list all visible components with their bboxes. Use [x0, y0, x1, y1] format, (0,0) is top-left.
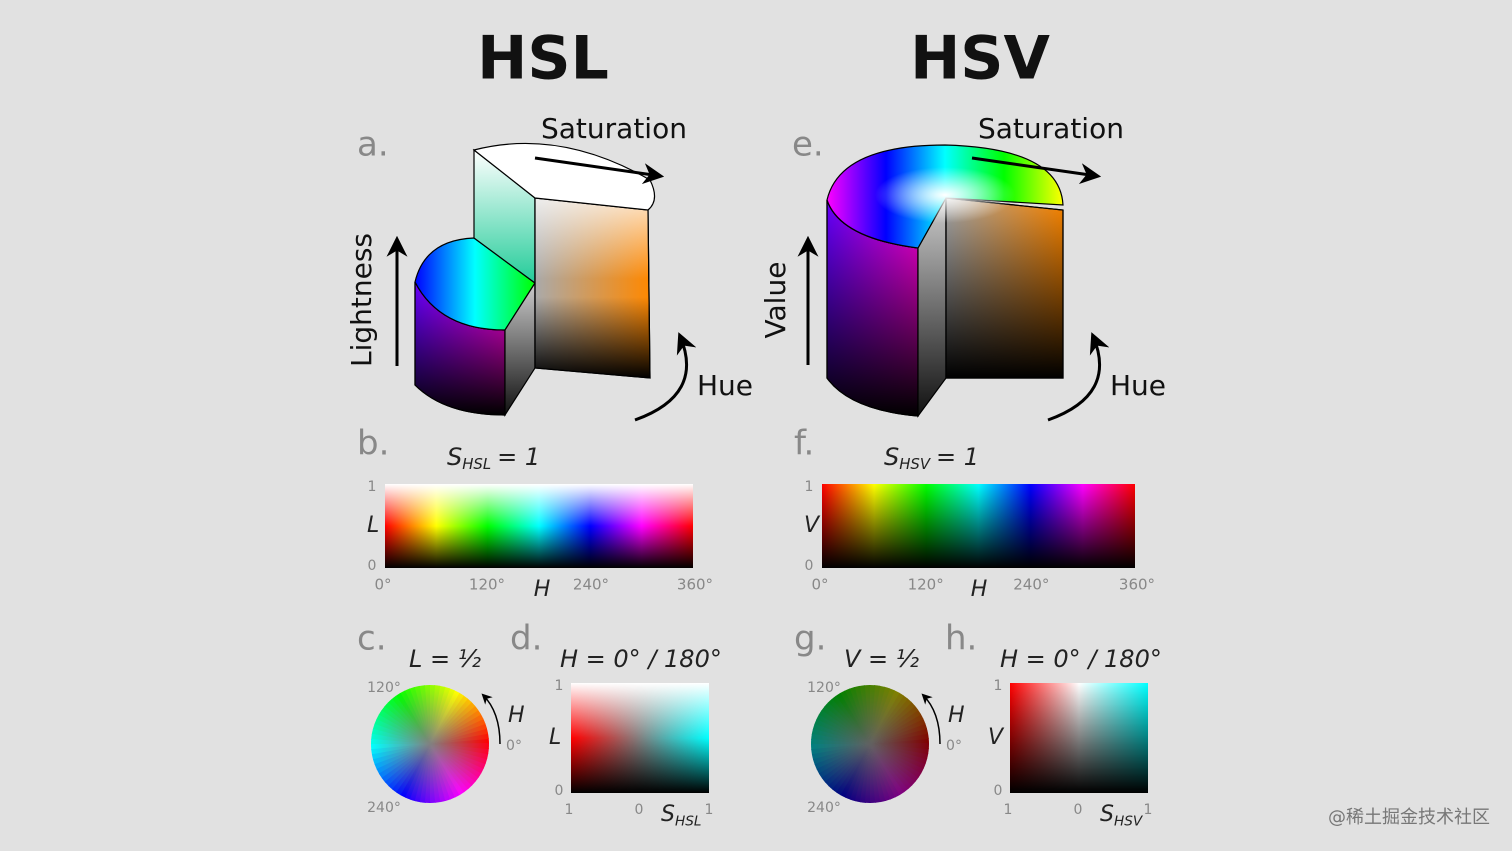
angle-label: 120° — [807, 680, 841, 696]
y-axis-label: L — [549, 725, 561, 750]
hue-axis-label: H — [508, 703, 525, 728]
panel-letter: f. — [794, 424, 814, 464]
panel-letter: g. — [794, 619, 826, 659]
panel-letter: h. — [945, 619, 977, 659]
hsl-orange-shade — [534, 197, 651, 379]
x-tick-label: 240° — [1013, 576, 1049, 594]
vertical-axis-label: Value — [759, 262, 792, 339]
symbol: S — [661, 802, 675, 827]
saturation-label: Saturation — [541, 112, 687, 145]
x-tick-label: 0 — [635, 802, 644, 818]
panel-letter: b. — [357, 424, 389, 464]
hue-arrow — [1047, 332, 1110, 422]
panel-letter: a. — [357, 125, 389, 165]
condition: L = ½ — [409, 645, 481, 673]
x-tick-label: 120° — [908, 576, 944, 594]
subscript: HSL — [675, 814, 702, 830]
x-tick-label: 1 — [1004, 802, 1013, 818]
x-tick-label: 1 — [565, 802, 574, 818]
saturation-arrow — [971, 156, 1102, 184]
hue-arrow — [634, 332, 697, 422]
y-tick-label: 0 — [994, 783, 1003, 799]
angle-label: 0° — [946, 738, 962, 754]
wheel-center — [811, 685, 929, 803]
x-tick-label: 1 — [1144, 802, 1153, 818]
subscript: HSL — [462, 455, 491, 473]
watermark: @稀土掘金技术社区 — [1328, 807, 1490, 828]
condition: SHSL = 1 — [447, 443, 540, 473]
x-tick-label: 0° — [374, 576, 391, 594]
wheel-arrow — [921, 693, 941, 745]
saturation-arrow — [534, 156, 665, 184]
angle-label: 240° — [367, 800, 401, 816]
x-tick-label: 240° — [573, 576, 609, 594]
column-title: HSL — [477, 24, 609, 94]
condition: H = 0° / 180° — [1000, 645, 1162, 673]
x-tick-label: 0° — [811, 576, 828, 594]
y-tick-label: 1 — [994, 678, 1003, 694]
x-tick-label: 360° — [677, 576, 713, 594]
y-axis-label: V — [804, 513, 821, 538]
y-tick-label: 0 — [368, 558, 377, 574]
x-axis-label: H — [971, 577, 988, 602]
x-tick-label: 0 — [1074, 802, 1083, 818]
hsv-solid — [826, 144, 1064, 418]
panel-letter: c. — [357, 619, 387, 659]
y-axis-label: L — [367, 513, 379, 538]
y-tick-label: 1 — [555, 678, 564, 694]
angle-label: 0° — [506, 738, 522, 754]
angle-label: 120° — [367, 680, 401, 696]
subscript: HSV — [899, 455, 932, 473]
hsl-solid — [414, 142, 656, 418]
subscript: HSV — [1114, 814, 1144, 830]
condition: SHSV = 1 — [884, 443, 979, 473]
condition: V = ½ — [844, 645, 919, 673]
wheel-arrow — [481, 693, 501, 745]
angle-label: 240° — [807, 800, 841, 816]
saturation-label: Saturation — [978, 112, 1124, 145]
symbol: S — [884, 443, 899, 471]
y-axis-label: V — [988, 725, 1005, 750]
hue-label: Hue — [1110, 369, 1166, 402]
condition: H = 0° / 180° — [560, 645, 722, 673]
y-tick-label: 1 — [805, 479, 814, 495]
x-tick-label: 120° — [469, 576, 505, 594]
x-tick-label: 360° — [1119, 576, 1155, 594]
panel-letter: d. — [510, 619, 542, 659]
hsv-top-glow — [875, 167, 1015, 223]
y-tick-label: 0 — [805, 558, 814, 574]
wheel-center — [371, 685, 489, 803]
symbol: S — [1100, 802, 1114, 827]
y-tick-label: 0 — [555, 783, 564, 799]
hue-axis-label: H — [948, 703, 965, 728]
hue-strip-shade — [385, 484, 693, 568]
slice-shade — [571, 683, 709, 793]
column-title: HSV — [910, 24, 1050, 94]
x-tick-label: 1 — [705, 802, 714, 818]
panel-letter: e. — [792, 125, 824, 165]
rest: = 1 — [497, 443, 540, 471]
x-axis-label: SHSV — [1100, 802, 1144, 830]
symbol: S — [447, 443, 462, 471]
hue-strip-shade — [822, 484, 1135, 568]
vertical-axis-label: Lightness — [345, 233, 378, 367]
rest: = 1 — [936, 443, 979, 471]
hue-label: Hue — [697, 369, 753, 402]
slice-shade — [1010, 683, 1148, 793]
hsv-orange-shade — [945, 197, 1064, 379]
y-tick-label: 1 — [368, 479, 377, 495]
x-axis-label: SHSL — [661, 802, 701, 830]
x-axis-label: H — [534, 577, 551, 602]
